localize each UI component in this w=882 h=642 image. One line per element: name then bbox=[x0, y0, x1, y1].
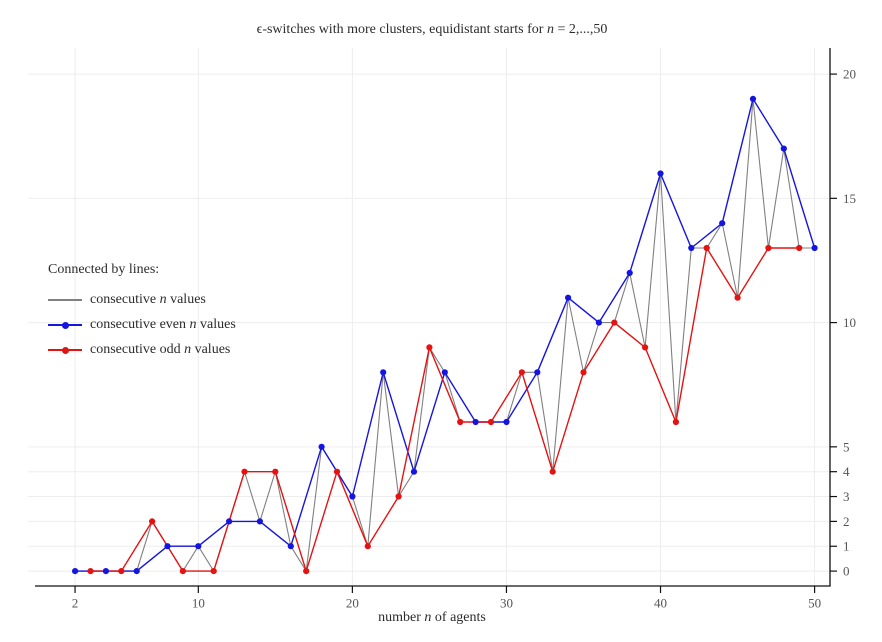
data-point-odd bbox=[241, 468, 248, 475]
data-point-even bbox=[380, 369, 387, 376]
x-axis-label-suffix: of agents bbox=[431, 610, 486, 625]
data-point-even bbox=[595, 319, 603, 326]
data-point-odd bbox=[364, 543, 371, 550]
data-point-odd bbox=[457, 418, 464, 426]
x-tick-label: 20 bbox=[346, 596, 359, 611]
x-tick-label: 2 bbox=[72, 596, 79, 611]
data-point-even bbox=[72, 568, 79, 575]
x-axis-label: number n of agents bbox=[0, 610, 864, 626]
data-point-even bbox=[565, 294, 572, 301]
data-point-odd bbox=[765, 244, 772, 252]
data-point-even bbox=[719, 220, 726, 227]
data-point-odd bbox=[179, 568, 186, 575]
red-line-marker-sample bbox=[48, 346, 82, 354]
data-point-odd bbox=[87, 568, 94, 575]
chart-title: ϵ-switches with more clusters, equidista… bbox=[0, 22, 864, 38]
legend-label-text: consecutive even bbox=[90, 317, 190, 332]
x-tick-label: 50 bbox=[808, 596, 821, 611]
blue-line-marker-sample bbox=[48, 321, 82, 329]
data-point-odd bbox=[118, 568, 125, 575]
legend-label: consecutive even n values bbox=[90, 317, 236, 333]
x-tick-label: 10 bbox=[192, 596, 205, 611]
y-tick-label: 5 bbox=[843, 439, 850, 454]
legend-label-suffix: values bbox=[191, 342, 231, 357]
legend-label-text: consecutive odd bbox=[90, 342, 185, 357]
data-point-odd bbox=[303, 568, 310, 575]
y-tick-label: 3 bbox=[843, 489, 850, 504]
legend-label-suffix: values bbox=[196, 317, 236, 332]
y-tick-label: 1 bbox=[843, 539, 850, 554]
data-point-even bbox=[349, 493, 356, 500]
data-point-even bbox=[780, 145, 787, 152]
chart-title-suffix: = 2,...,50 bbox=[553, 22, 608, 37]
data-point-odd bbox=[210, 568, 217, 575]
legend-label-variable: n bbox=[159, 292, 167, 307]
data-point-even bbox=[256, 518, 263, 525]
data-point-even bbox=[749, 95, 757, 102]
data-point-odd bbox=[149, 518, 156, 525]
legend-item-odd: consecutive odd n values bbox=[48, 342, 236, 358]
data-point-odd bbox=[642, 344, 649, 351]
data-point-even bbox=[534, 369, 541, 376]
data-point-even bbox=[195, 543, 202, 550]
data-point-odd bbox=[703, 244, 710, 252]
data-point-odd bbox=[272, 468, 279, 475]
data-point-odd bbox=[549, 468, 556, 475]
chart-title-text: ϵ-switches with more clusters, equidista… bbox=[256, 22, 547, 37]
data-point-even bbox=[503, 418, 510, 426]
data-point-odd bbox=[426, 344, 433, 351]
x-tick-label: 30 bbox=[500, 596, 513, 611]
y-tick-label: 2 bbox=[843, 514, 850, 529]
legend-label: consecutive n values bbox=[90, 292, 206, 308]
y-tick-label: 10 bbox=[843, 315, 856, 330]
series-line-odd bbox=[89, 247, 800, 572]
data-point-even bbox=[287, 543, 294, 550]
data-point-odd bbox=[580, 369, 587, 376]
gray-line-sample bbox=[48, 299, 82, 301]
legend-label-variable: n bbox=[184, 342, 192, 357]
data-point-even bbox=[626, 269, 633, 276]
data-point-even bbox=[472, 418, 479, 426]
legend-item-consecutive: consecutive n values bbox=[48, 292, 236, 308]
data-point-even bbox=[688, 244, 695, 252]
data-point-even bbox=[102, 568, 109, 575]
data-point-odd bbox=[734, 294, 741, 301]
x-axis-label-variable: n bbox=[424, 610, 432, 625]
legend-label-suffix: values bbox=[166, 292, 206, 307]
data-point-odd bbox=[796, 244, 803, 252]
data-point-odd bbox=[395, 493, 402, 500]
y-tick-label: 0 bbox=[843, 564, 850, 579]
data-point-even bbox=[318, 443, 325, 450]
chart-title-variable: n bbox=[546, 22, 554, 37]
legend-item-even: consecutive even n values bbox=[48, 317, 236, 333]
data-point-odd bbox=[518, 369, 526, 376]
data-point-even bbox=[811, 244, 818, 252]
x-tick-label: 40 bbox=[654, 596, 667, 611]
legend-label-variable: n bbox=[189, 317, 197, 332]
data-point-odd bbox=[611, 319, 618, 326]
chart-legend: Connected by lines: consecutive n values… bbox=[48, 262, 236, 367]
y-tick-label: 15 bbox=[843, 191, 856, 206]
legend-label-text: consecutive bbox=[90, 292, 160, 307]
data-point-even bbox=[133, 568, 140, 575]
data-point-even bbox=[441, 369, 448, 376]
data-point-even bbox=[226, 518, 233, 525]
data-point-even bbox=[657, 170, 664, 177]
y-tick-label: 4 bbox=[843, 464, 850, 479]
data-point-even bbox=[410, 468, 418, 475]
y-tick-label: 20 bbox=[843, 67, 856, 82]
data-point-odd bbox=[672, 418, 680, 426]
data-point-odd bbox=[487, 418, 495, 426]
x-axis-label-text: number bbox=[378, 610, 425, 625]
data-point-even bbox=[164, 543, 171, 550]
legend-heading: Connected by lines: bbox=[48, 262, 160, 277]
legend-label: consecutive odd n values bbox=[90, 342, 230, 358]
data-point-odd bbox=[333, 468, 341, 475]
